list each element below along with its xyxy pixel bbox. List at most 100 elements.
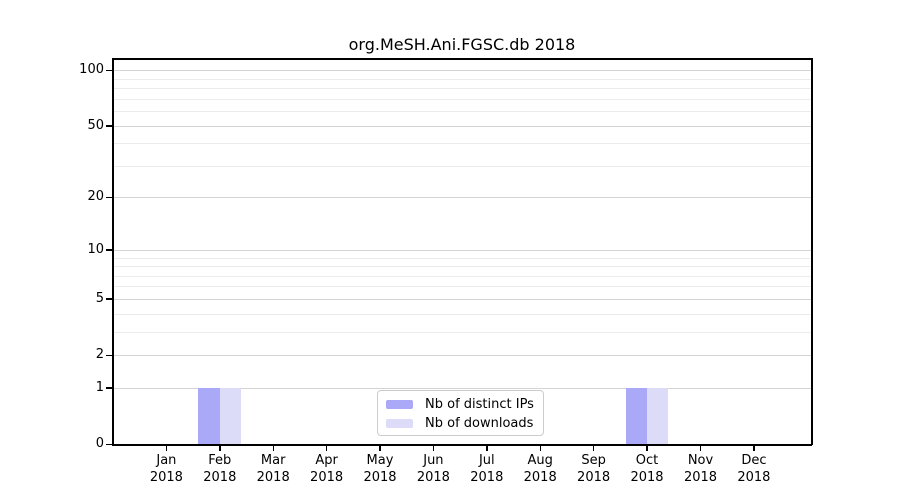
x-tick-mark-mar [272, 445, 274, 451]
x-tick-label-jul: Jul 2018 [455, 453, 519, 486]
x-tick-year: 2018 [470, 469, 504, 485]
y-tick-mark-50 [106, 125, 112, 127]
bar-nb-of-downloads-feb [219, 387, 242, 444]
gridline-minor-9 [113, 257, 811, 259]
gridline-major-100 [113, 70, 811, 72]
y-tick-mark-100 [106, 69, 112, 72]
legend-item-label: Nb of distinct IPs [425, 396, 534, 412]
x-tick-mark-feb [219, 445, 221, 451]
x-tick-year: 2018 [577, 469, 611, 485]
gridline-major-5 [113, 298, 811, 300]
x-tick-month: Mar [260, 453, 286, 468]
x-tick-mark-nov [699, 445, 702, 451]
legend-swatch-icon-nb-of-downloads [386, 419, 413, 428]
legend: Nb of distinct IPs Nb of downloads [377, 390, 544, 436]
x-tick-year: 2018 [363, 469, 397, 485]
gridline-minor-90 [113, 78, 811, 80]
x-tick-month: Aug [527, 453, 553, 468]
gridline-minor-4 [113, 313, 811, 315]
gridline-minor-7 [113, 275, 811, 277]
x-tick-month: Feb [208, 453, 232, 468]
y-tick-mark-10 [106, 249, 112, 251]
x-tick-mark-jul [486, 445, 488, 451]
x-tick-label-sep: Sep 2018 [562, 453, 626, 486]
legend-swatch-icon-nb-of-distinct-ips [386, 400, 413, 409]
x-tick-year: 2018 [737, 469, 771, 485]
gridline-major-2 [113, 355, 811, 356]
x-tick-year: 2018 [416, 469, 450, 485]
y-tick-label-1: 1 [95, 379, 104, 395]
x-tick-month: Jan [156, 453, 177, 468]
x-tick-label-apr: Apr 2018 [295, 453, 359, 486]
gridline-major-50 [113, 125, 811, 127]
x-tick-mark-jun [432, 445, 435, 451]
x-tick-mark-may [379, 445, 381, 451]
y-tick-label-100: 100 [79, 62, 104, 78]
x-tick-year: 2018 [256, 469, 290, 485]
x-tick-label-feb: Feb 2018 [188, 453, 252, 486]
chart-title: org.MeSH.Ani.FGSC.db 2018 [348, 35, 576, 54]
gridline-major-1 [113, 387, 811, 389]
x-tick-year: 2018 [523, 469, 557, 485]
x-tick-mark-sep [592, 445, 595, 451]
x-tick-year: 2018 [149, 469, 183, 485]
x-tick-label-dec: Dec 2018 [722, 453, 786, 486]
bar-nb-of-distinct-ips-feb [198, 387, 220, 444]
x-tick-label-may: May 2018 [348, 453, 412, 486]
gridline-minor-40 [113, 143, 811, 145]
legend-rows: Nb of distinct IPs Nb of downloads [378, 395, 543, 433]
y-tick-label-2: 2 [95, 347, 104, 362]
x-tick-month: Sep [581, 453, 606, 468]
y-tick-mark-0 [106, 443, 112, 445]
y-tick-label-20: 20 [87, 189, 104, 205]
y-tick-mark-5 [106, 298, 112, 300]
gridline-minor-3 [113, 331, 811, 333]
gridline-minor-70 [113, 98, 811, 100]
spine-top [112, 58, 812, 60]
x-tick-label-nov: Nov 2018 [669, 453, 733, 486]
plot-area [113, 59, 811, 444]
y-tick-mark-20 [106, 196, 112, 199]
y-tick-label-5: 5 [95, 290, 104, 306]
bar-nb-of-downloads-oct [647, 387, 669, 444]
x-tick-mark-apr [325, 445, 328, 451]
x-tick-month: Jun [423, 453, 444, 468]
spine-left [112, 58, 114, 445]
x-tick-month: Nov [687, 453, 714, 468]
gridline-minor-6 [113, 286, 811, 288]
x-tick-mark-dec [753, 445, 755, 451]
x-tick-label-oct: Oct 2018 [615, 453, 679, 486]
spine-bottom [112, 444, 812, 446]
x-tick-month: Oct [635, 453, 659, 468]
x-tick-label-aug: Aug 2018 [508, 453, 572, 486]
bar-nb-of-distinct-ips-oct [625, 387, 648, 444]
gridline-minor-80 [113, 88, 811, 90]
x-tick-month: Apr [315, 453, 338, 468]
gridline-minor-30 [113, 165, 811, 167]
gridline-major-20 [113, 197, 811, 199]
x-tick-mark-jan [165, 445, 168, 451]
x-tick-mark-oct [646, 445, 648, 451]
y-tick-label-0: 0 [95, 436, 104, 451]
spine-right [811, 58, 813, 445]
legend-item-label: Nb of downloads [425, 415, 534, 431]
y-tick-label-10: 10 [87, 241, 104, 257]
x-tick-month: Dec [741, 453, 767, 468]
y-tick-mark-1 [106, 387, 112, 389]
x-tick-label-jan: Jan 2018 [134, 453, 198, 486]
x-tick-year: 2018 [683, 469, 718, 485]
gridline-minor-8 [113, 266, 811, 267]
x-tick-label-jun: Jun 2018 [401, 453, 465, 486]
x-tick-year: 2018 [310, 469, 344, 485]
x-tick-month: May [366, 453, 394, 468]
gridline-major-10 [113, 249, 811, 251]
y-tick-label-50: 50 [87, 117, 104, 133]
x-tick-year: 2018 [630, 469, 664, 485]
legend-item-nb-of-downloads: Nb of downloads [378, 414, 543, 433]
x-tick-month: Jul [478, 453, 495, 468]
legend-item-nb-of-distinct-ips: Nb of distinct IPs [378, 395, 543, 414]
x-tick-label-mar: Mar 2018 [241, 453, 305, 486]
x-tick-mark-aug [539, 445, 541, 451]
gridline-minor-60 [113, 111, 811, 113]
